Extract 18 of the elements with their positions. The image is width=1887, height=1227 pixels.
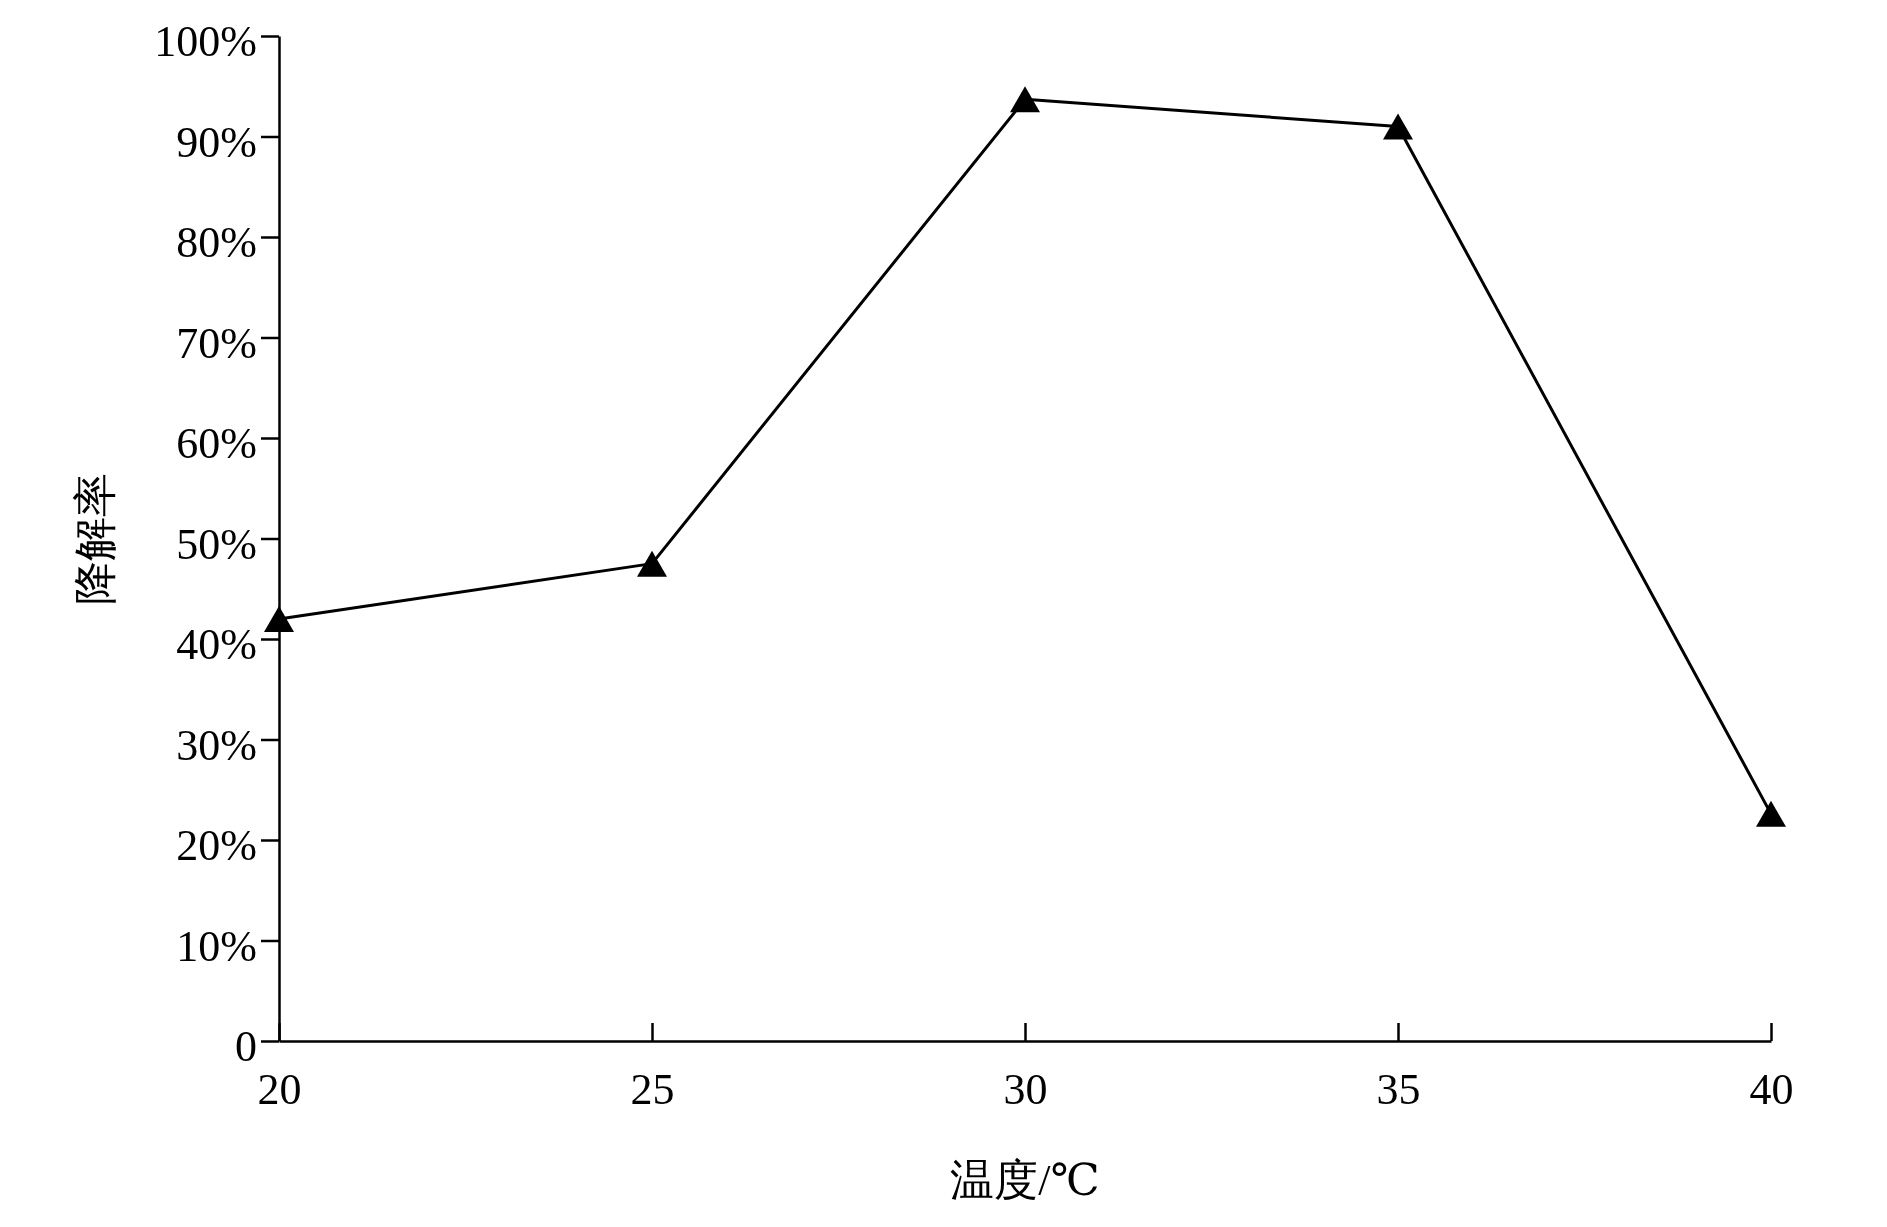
x-tick-label: 40 [1749,1064,1794,1114]
y-tick-label: 50% [176,519,257,569]
y-tick-label: 0 [235,1022,257,1072]
y-tick-label: 30% [176,720,257,770]
y-tick-label: 70% [176,318,257,368]
y-tick-label: 100% [154,17,257,67]
y-tick-label: 60% [176,419,257,469]
y-tick-label: 10% [176,921,257,971]
x-axis-title: 温度/℃ [950,1156,1100,1205]
y-tick-label: 90% [176,117,257,167]
y-tick-label: 20% [176,821,257,871]
y-tick-label: 80% [176,218,257,268]
x-tick-label: 20 [257,1064,302,1114]
x-tick-label: 35 [1376,1064,1421,1114]
x-tick-label: 30 [1003,1064,1048,1114]
y-axis-title: 降解率 [71,472,120,605]
y-tick-label: 40% [176,620,257,670]
x-tick-label: 25 [630,1064,675,1114]
